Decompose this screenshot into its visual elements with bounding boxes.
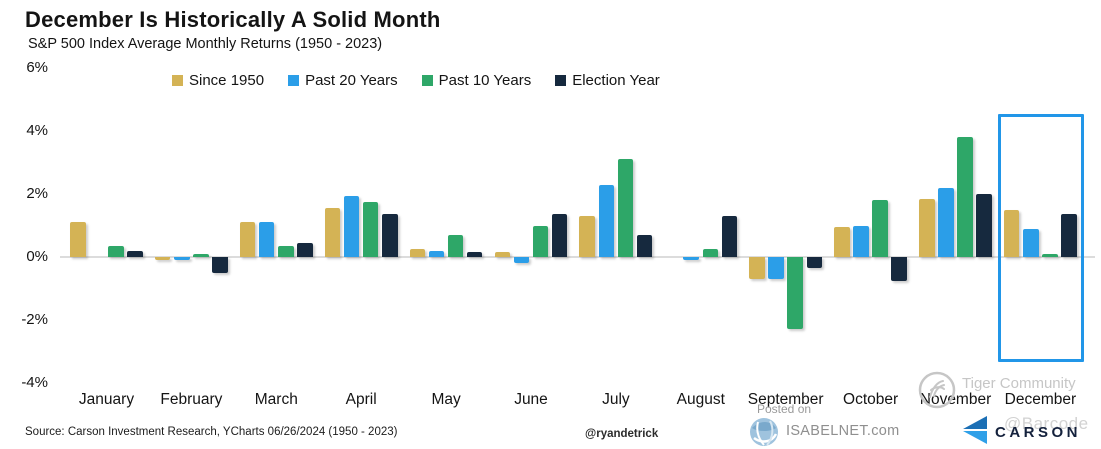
bar-october-series2 bbox=[872, 200, 888, 257]
chart-title: December Is Historically A Solid Month bbox=[25, 7, 441, 32]
month-label: September bbox=[747, 391, 824, 408]
month-label: August bbox=[676, 391, 725, 408]
bar-may-series3 bbox=[466, 252, 483, 257]
bar-may-series2 bbox=[447, 234, 464, 257]
legend-item: Past 20 Years bbox=[288, 72, 398, 89]
y-axis-tick: 4% bbox=[26, 122, 48, 139]
month-label: May bbox=[431, 391, 461, 408]
bar-january-series2 bbox=[108, 245, 124, 257]
bar-february-series0 bbox=[154, 257, 171, 261]
tiger-community-icon bbox=[917, 370, 957, 415]
bar-august-series3 bbox=[721, 216, 738, 257]
bar-may-series1 bbox=[428, 250, 445, 257]
barcode-watermark: @Barcode bbox=[1004, 414, 1089, 433]
bar-december-series2 bbox=[1042, 253, 1058, 257]
bar-september-series1 bbox=[768, 257, 784, 280]
tiger-community-watermark: Tiger Community bbox=[962, 375, 1076, 392]
legend-swatch bbox=[555, 75, 567, 86]
bar-august-series1 bbox=[683, 257, 699, 261]
bar-april-series3 bbox=[382, 214, 398, 257]
globe-icon bbox=[748, 416, 780, 449]
y-axis-tick: 6% bbox=[26, 59, 48, 76]
legend-label: Past 10 Years bbox=[438, 72, 532, 89]
bar-january-series3 bbox=[127, 250, 143, 257]
bar-march-series3 bbox=[297, 242, 313, 257]
bar-november-series2 bbox=[957, 137, 973, 257]
bar-april-series0 bbox=[324, 208, 341, 257]
bar-july-series3 bbox=[636, 234, 653, 257]
bar-march-series1 bbox=[258, 222, 275, 257]
bar-june-series3 bbox=[551, 214, 568, 257]
bar-june-series2 bbox=[532, 225, 549, 257]
chart-subtitle: S&P 500 Index Average Monthly Returns (1… bbox=[28, 36, 383, 52]
author-handle: @ryandetrick bbox=[585, 428, 659, 440]
carson-logo-icon bbox=[962, 416, 988, 449]
month-label: February bbox=[160, 391, 223, 408]
bar-november-series1 bbox=[938, 187, 954, 257]
legend-label: Past 20 Years bbox=[305, 72, 398, 89]
isabelnet-watermark: ISABELNET.com bbox=[786, 423, 900, 439]
bar-march-series0 bbox=[239, 222, 256, 257]
legend-item: Election Year bbox=[555, 72, 660, 89]
bar-april-series1 bbox=[343, 195, 360, 257]
y-axis-tick: -4% bbox=[21, 374, 48, 391]
december-highlight-box bbox=[997, 114, 1084, 362]
bar-august-series2 bbox=[702, 249, 718, 257]
month-label: January bbox=[78, 391, 135, 408]
legend-label: Election Year bbox=[572, 72, 660, 89]
bar-june-series0 bbox=[494, 252, 510, 257]
bar-february-series2 bbox=[193, 253, 209, 257]
legend-swatch bbox=[421, 75, 433, 86]
y-axis-tick: -2% bbox=[21, 311, 48, 328]
bar-july-series2 bbox=[617, 159, 634, 257]
y-axis-tick: 0% bbox=[26, 248, 48, 265]
bar-september-series3 bbox=[806, 257, 822, 269]
bar-april-series2 bbox=[362, 201, 379, 257]
legend-item: Since 1950 bbox=[172, 72, 264, 89]
carson-logo-text: CARSON bbox=[995, 424, 1082, 441]
y-axis-tick: 2% bbox=[26, 185, 48, 202]
legend-swatch bbox=[172, 75, 183, 86]
bar-september-series0 bbox=[749, 257, 765, 280]
bar-february-series3 bbox=[212, 257, 228, 273]
carson-logo: CARSON bbox=[962, 416, 1081, 449]
posted-on-watermark: Posted on bbox=[757, 402, 812, 416]
month-label: June bbox=[514, 391, 548, 408]
bar-september-series2 bbox=[787, 257, 803, 330]
bar-may-series0 bbox=[409, 249, 426, 257]
month-label: March bbox=[254, 391, 298, 408]
bar-october-series0 bbox=[834, 227, 850, 257]
bar-november-series3 bbox=[976, 194, 992, 257]
bar-december-series3 bbox=[1061, 214, 1077, 257]
source-note: Source: Carson Investment Research, YCha… bbox=[25, 426, 398, 438]
legend: Since 1950 Past 20 Years Past 10 Years Elec… bbox=[172, 72, 660, 89]
bar-october-series1 bbox=[853, 225, 869, 257]
bar-february-series1 bbox=[174, 257, 190, 261]
month-label: October bbox=[843, 391, 899, 408]
bar-january-series0 bbox=[70, 222, 86, 257]
bar-december-series1 bbox=[1023, 228, 1039, 257]
bar-december-series0 bbox=[1003, 209, 1020, 257]
month-label: November bbox=[919, 391, 992, 408]
bar-october-series3 bbox=[891, 257, 907, 281]
legend-item: Past 10 Years bbox=[421, 72, 532, 89]
month-label: July bbox=[602, 391, 630, 408]
bar-march-series2 bbox=[278, 245, 294, 257]
zero-baseline bbox=[60, 256, 1095, 258]
bar-june-series1 bbox=[513, 257, 530, 264]
legend-label: Since 1950 bbox=[189, 72, 265, 89]
month-label: April bbox=[345, 391, 377, 408]
bar-november-series0 bbox=[919, 198, 935, 257]
month-label: December bbox=[1004, 391, 1077, 408]
legend-swatch bbox=[288, 75, 300, 86]
bar-july-series1 bbox=[598, 184, 614, 257]
bar-july-series0 bbox=[579, 216, 595, 257]
